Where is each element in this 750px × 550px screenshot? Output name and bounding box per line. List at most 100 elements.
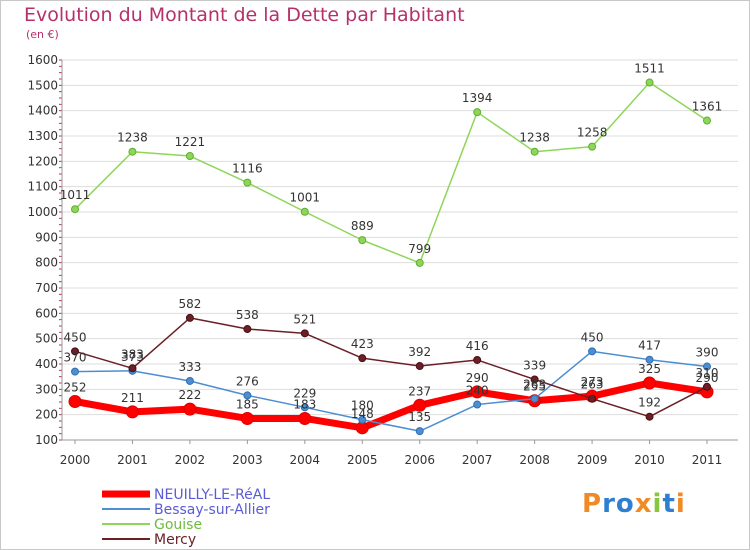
y-tick-label: 1400 bbox=[27, 104, 58, 118]
legend-label-neuilly-le-r-al: NEUILLY-LE-RéAL bbox=[154, 487, 270, 503]
data-point-bessay-sur-allier bbox=[703, 362, 711, 371]
y-tick-label: 500 bbox=[35, 332, 58, 346]
data-label: 370 bbox=[64, 351, 87, 365]
data-label: 1011 bbox=[60, 188, 91, 202]
data-point-gouise bbox=[645, 78, 654, 87]
data-point-neuilly-le-r-al bbox=[643, 376, 657, 390]
data-point-neuilly-le-r-al bbox=[125, 405, 139, 419]
data-label: 290 bbox=[466, 371, 489, 385]
data-point-bessay-sur-allier bbox=[415, 427, 424, 436]
data-point-bessay-sur-allier bbox=[243, 391, 252, 400]
y-tick-label: 800 bbox=[35, 256, 58, 270]
legend-label-bessay-sur-allier: Bessay-sur-Allier bbox=[154, 502, 270, 518]
y-tick-label: 1200 bbox=[27, 154, 58, 168]
x-tick-label: 2004 bbox=[290, 453, 321, 467]
data-label: 1221 bbox=[175, 135, 206, 149]
data-point-bessay-sur-allier bbox=[358, 415, 367, 424]
data-label: 521 bbox=[293, 312, 316, 326]
data-label: 1258 bbox=[577, 126, 608, 140]
data-point-gouise bbox=[358, 236, 367, 245]
data-point-mercy bbox=[243, 325, 252, 334]
data-label: 339 bbox=[523, 358, 546, 372]
data-label: 148 bbox=[351, 407, 374, 421]
data-point-mercy bbox=[185, 313, 194, 322]
chart-title: Evolution du Montant de la Dette par Hab… bbox=[24, 4, 465, 26]
data-label: 276 bbox=[236, 374, 259, 388]
data-point-neuilly-le-r-al bbox=[240, 411, 254, 425]
data-label: 255 bbox=[523, 380, 546, 394]
data-point-gouise bbox=[703, 116, 711, 125]
data-label: 417 bbox=[638, 339, 661, 353]
proxiti-logo: Proxiti bbox=[582, 489, 686, 519]
series-line-neuilly-le-r-al bbox=[74, 379, 708, 432]
data-label: 799 bbox=[408, 242, 431, 256]
data-point-mercy bbox=[645, 412, 654, 421]
data-label: 582 bbox=[178, 297, 201, 311]
data-label: 423 bbox=[351, 337, 374, 351]
x-tick-label: 2000 bbox=[60, 453, 91, 467]
data-label: 183 bbox=[293, 397, 316, 411]
data-label: 1238 bbox=[117, 131, 148, 145]
data-label: 290 bbox=[696, 371, 719, 385]
data-label: 538 bbox=[236, 308, 259, 322]
data-label: 135 bbox=[408, 410, 431, 424]
y-tick-label: 700 bbox=[35, 281, 58, 295]
data-label: 390 bbox=[696, 346, 719, 360]
y-tick-label: 100 bbox=[35, 433, 58, 447]
data-label: 237 bbox=[408, 384, 431, 398]
data-point-gouise bbox=[185, 152, 194, 161]
data-point-neuilly-le-r-al bbox=[298, 411, 312, 425]
data-label: 192 bbox=[638, 396, 661, 410]
data-label: 185 bbox=[236, 397, 259, 411]
y-tick-label: 300 bbox=[35, 382, 58, 396]
y-tick-label: 1500 bbox=[27, 78, 58, 92]
y-tick-label: 1300 bbox=[27, 129, 58, 143]
data-point-mercy bbox=[71, 347, 79, 356]
x-tick-label: 2001 bbox=[117, 453, 148, 467]
data-point-bessay-sur-allier bbox=[300, 403, 309, 412]
legend-label-gouise: Gouise bbox=[154, 517, 202, 533]
data-label: 450 bbox=[64, 330, 87, 344]
data-label: 889 bbox=[351, 219, 374, 233]
y-tick-label: 1000 bbox=[27, 205, 58, 219]
data-point-bessay-sur-allier bbox=[530, 394, 539, 403]
y-tick-label: 600 bbox=[35, 306, 58, 320]
data-label: 392 bbox=[408, 345, 431, 359]
x-tick-label: 2002 bbox=[175, 453, 206, 467]
data-point-mercy bbox=[588, 394, 597, 403]
data-point-neuilly-le-r-al bbox=[183, 402, 197, 416]
data-label: 373 bbox=[121, 350, 144, 364]
data-label: 1238 bbox=[519, 131, 550, 145]
data-label: 222 bbox=[178, 388, 201, 402]
x-tick-label: 2003 bbox=[232, 453, 263, 467]
legend-label-mercy: Mercy bbox=[154, 532, 196, 548]
data-point-mercy bbox=[358, 354, 367, 363]
data-point-bessay-sur-allier bbox=[185, 376, 194, 385]
data-label: 1361 bbox=[692, 100, 723, 114]
y-tick-label: 400 bbox=[35, 357, 58, 371]
data-label: 211 bbox=[121, 391, 144, 405]
y-tick-label: 900 bbox=[35, 230, 58, 244]
data-point-bessay-sur-allier bbox=[473, 400, 482, 409]
data-label: 240 bbox=[466, 384, 489, 398]
chart-subtitle: (en €) bbox=[26, 28, 59, 41]
data-label: 1394 bbox=[462, 91, 493, 105]
data-point-bessay-sur-allier bbox=[588, 347, 597, 356]
data-label: 1511 bbox=[634, 62, 665, 76]
x-tick-label: 2010 bbox=[634, 453, 665, 467]
data-label: 310 bbox=[696, 366, 719, 380]
x-tick-label: 2005 bbox=[347, 453, 378, 467]
series-line-gouise bbox=[74, 81, 708, 264]
data-point-mercy bbox=[128, 364, 137, 373]
series-line-mercy bbox=[74, 317, 708, 418]
x-tick-label: 2009 bbox=[577, 453, 608, 467]
data-point-gouise bbox=[588, 142, 597, 151]
data-label: 263 bbox=[523, 378, 546, 392]
data-label: 1001 bbox=[290, 191, 321, 205]
x-tick-label: 2006 bbox=[404, 453, 435, 467]
data-label: 1116 bbox=[232, 162, 263, 176]
data-label: 333 bbox=[178, 360, 201, 374]
data-point-neuilly-le-r-al bbox=[413, 398, 427, 412]
data-point-neuilly-le-r-al bbox=[68, 394, 82, 408]
